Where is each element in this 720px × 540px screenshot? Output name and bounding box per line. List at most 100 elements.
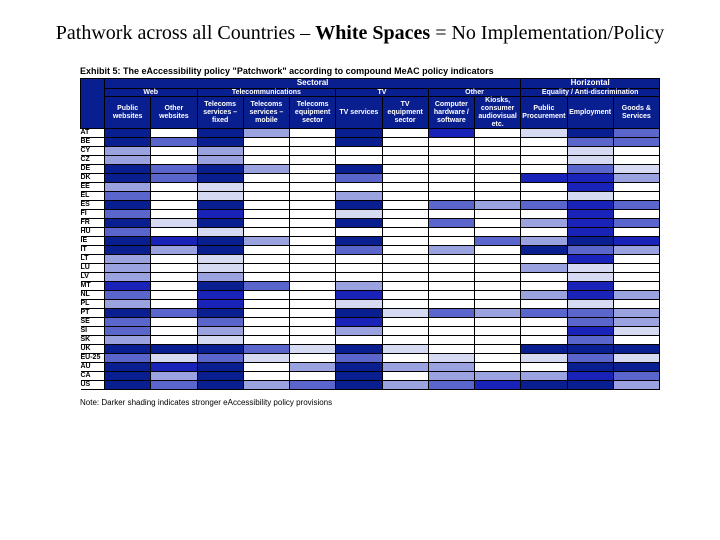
heatmap-cell (521, 381, 567, 390)
heatmap-cell (290, 210, 336, 219)
row-label: CY (81, 147, 105, 156)
table-row: PL (81, 300, 660, 309)
heatmap-cell (613, 237, 659, 246)
heatmap-cell (290, 381, 336, 390)
heatmap-cell (382, 345, 428, 354)
heatmap-cell (428, 174, 474, 183)
heatmap-cell (290, 345, 336, 354)
table-row: UK (81, 345, 660, 354)
heatmap-cell (105, 282, 151, 291)
row-label: SK (81, 336, 105, 345)
heatmap-cell (290, 363, 336, 372)
heatmap-cell (567, 372, 613, 381)
heatmap-cell (197, 147, 243, 156)
heatmap-cell (197, 381, 243, 390)
heatmap-cell (105, 336, 151, 345)
heatmap-cell (197, 363, 243, 372)
heatmap-cell (336, 300, 382, 309)
row-label: IE (81, 237, 105, 246)
row-label: SE (81, 318, 105, 327)
heatmap-cell (105, 183, 151, 192)
row-label: AT (81, 129, 105, 138)
heatmap-cell (613, 354, 659, 363)
title-part2: = No Implementation/Policy (430, 22, 664, 44)
heatmap-cell (197, 282, 243, 291)
table-row: AU (81, 363, 660, 372)
heatmap-cell (336, 192, 382, 201)
heatmap-cell (428, 381, 474, 390)
heatmap-cell (336, 372, 382, 381)
heatmap-cell (521, 138, 567, 147)
table-row: LV (81, 273, 660, 282)
heatmap-cell (243, 309, 289, 318)
heatmap-cell (105, 255, 151, 264)
column-header: Employment (567, 97, 613, 129)
heatmap-cell (521, 300, 567, 309)
heatmap-cell (243, 174, 289, 183)
heatmap-cell (243, 138, 289, 147)
heatmap-cell (336, 363, 382, 372)
heatmap-cell (105, 363, 151, 372)
row-label: EL (81, 192, 105, 201)
hdr-other: Other (428, 88, 521, 97)
table-row: CY (81, 147, 660, 156)
heatmap-cell (567, 309, 613, 318)
heatmap-cell (382, 192, 428, 201)
page-title: Pathwork across all Countries – White Sp… (40, 20, 680, 46)
heatmap-cell (567, 273, 613, 282)
heatmap-cell (243, 129, 289, 138)
row-label: DK (81, 174, 105, 183)
heatmap-cell (475, 219, 521, 228)
heatmap-cell (243, 264, 289, 273)
heatmap-cell (197, 372, 243, 381)
heatmap-cell (567, 237, 613, 246)
heatmap-cell (197, 192, 243, 201)
row-label: UK (81, 345, 105, 354)
heatmap-cell (151, 291, 197, 300)
heatmap-cell (151, 363, 197, 372)
heatmap-cell (151, 210, 197, 219)
heatmap-cell (613, 129, 659, 138)
heatmap-cell (105, 327, 151, 336)
heatmap-cell (243, 237, 289, 246)
heatmap-cell (197, 327, 243, 336)
heatmap-cell (428, 156, 474, 165)
column-header: Telecoms equipment sector (290, 97, 336, 129)
heatmap-cell (105, 381, 151, 390)
heatmap-cell (336, 237, 382, 246)
heatmap-cell (243, 210, 289, 219)
heatmap-cell (567, 381, 613, 390)
title-part1: Pathwork across all Countries – (56, 22, 315, 44)
heatmap-cell (521, 183, 567, 192)
heatmap-cell (613, 318, 659, 327)
heatmap-cell (613, 309, 659, 318)
heatmap-cell (290, 309, 336, 318)
exhibit-title: Exhibit 5: The eAccessibility policy "Pa… (40, 66, 680, 76)
heatmap-cell (290, 327, 336, 336)
row-label: ES (81, 201, 105, 210)
heatmap-cell (151, 372, 197, 381)
heatmap-cell (521, 246, 567, 255)
row-label: MT (81, 282, 105, 291)
heatmap-cell (613, 147, 659, 156)
heatmap-cell (613, 228, 659, 237)
row-label: EU-25 (81, 354, 105, 363)
table-row: SI (81, 327, 660, 336)
heatmap-cell (105, 246, 151, 255)
heatmap-cell (567, 138, 613, 147)
heatmap-cell (613, 138, 659, 147)
heatmap-cell (613, 264, 659, 273)
heatmap-cell (336, 138, 382, 147)
heatmap-cell (567, 165, 613, 174)
row-label: PL (81, 300, 105, 309)
heatmap-cell (151, 246, 197, 255)
table-row: IT (81, 246, 660, 255)
heatmap-cell (151, 237, 197, 246)
heatmap-cell (382, 264, 428, 273)
heatmap-cell (336, 219, 382, 228)
table-row: PT (81, 309, 660, 318)
heatmap-cell (105, 192, 151, 201)
heatmap-cell (243, 318, 289, 327)
table-row: MT (81, 282, 660, 291)
heatmap-cell (613, 291, 659, 300)
